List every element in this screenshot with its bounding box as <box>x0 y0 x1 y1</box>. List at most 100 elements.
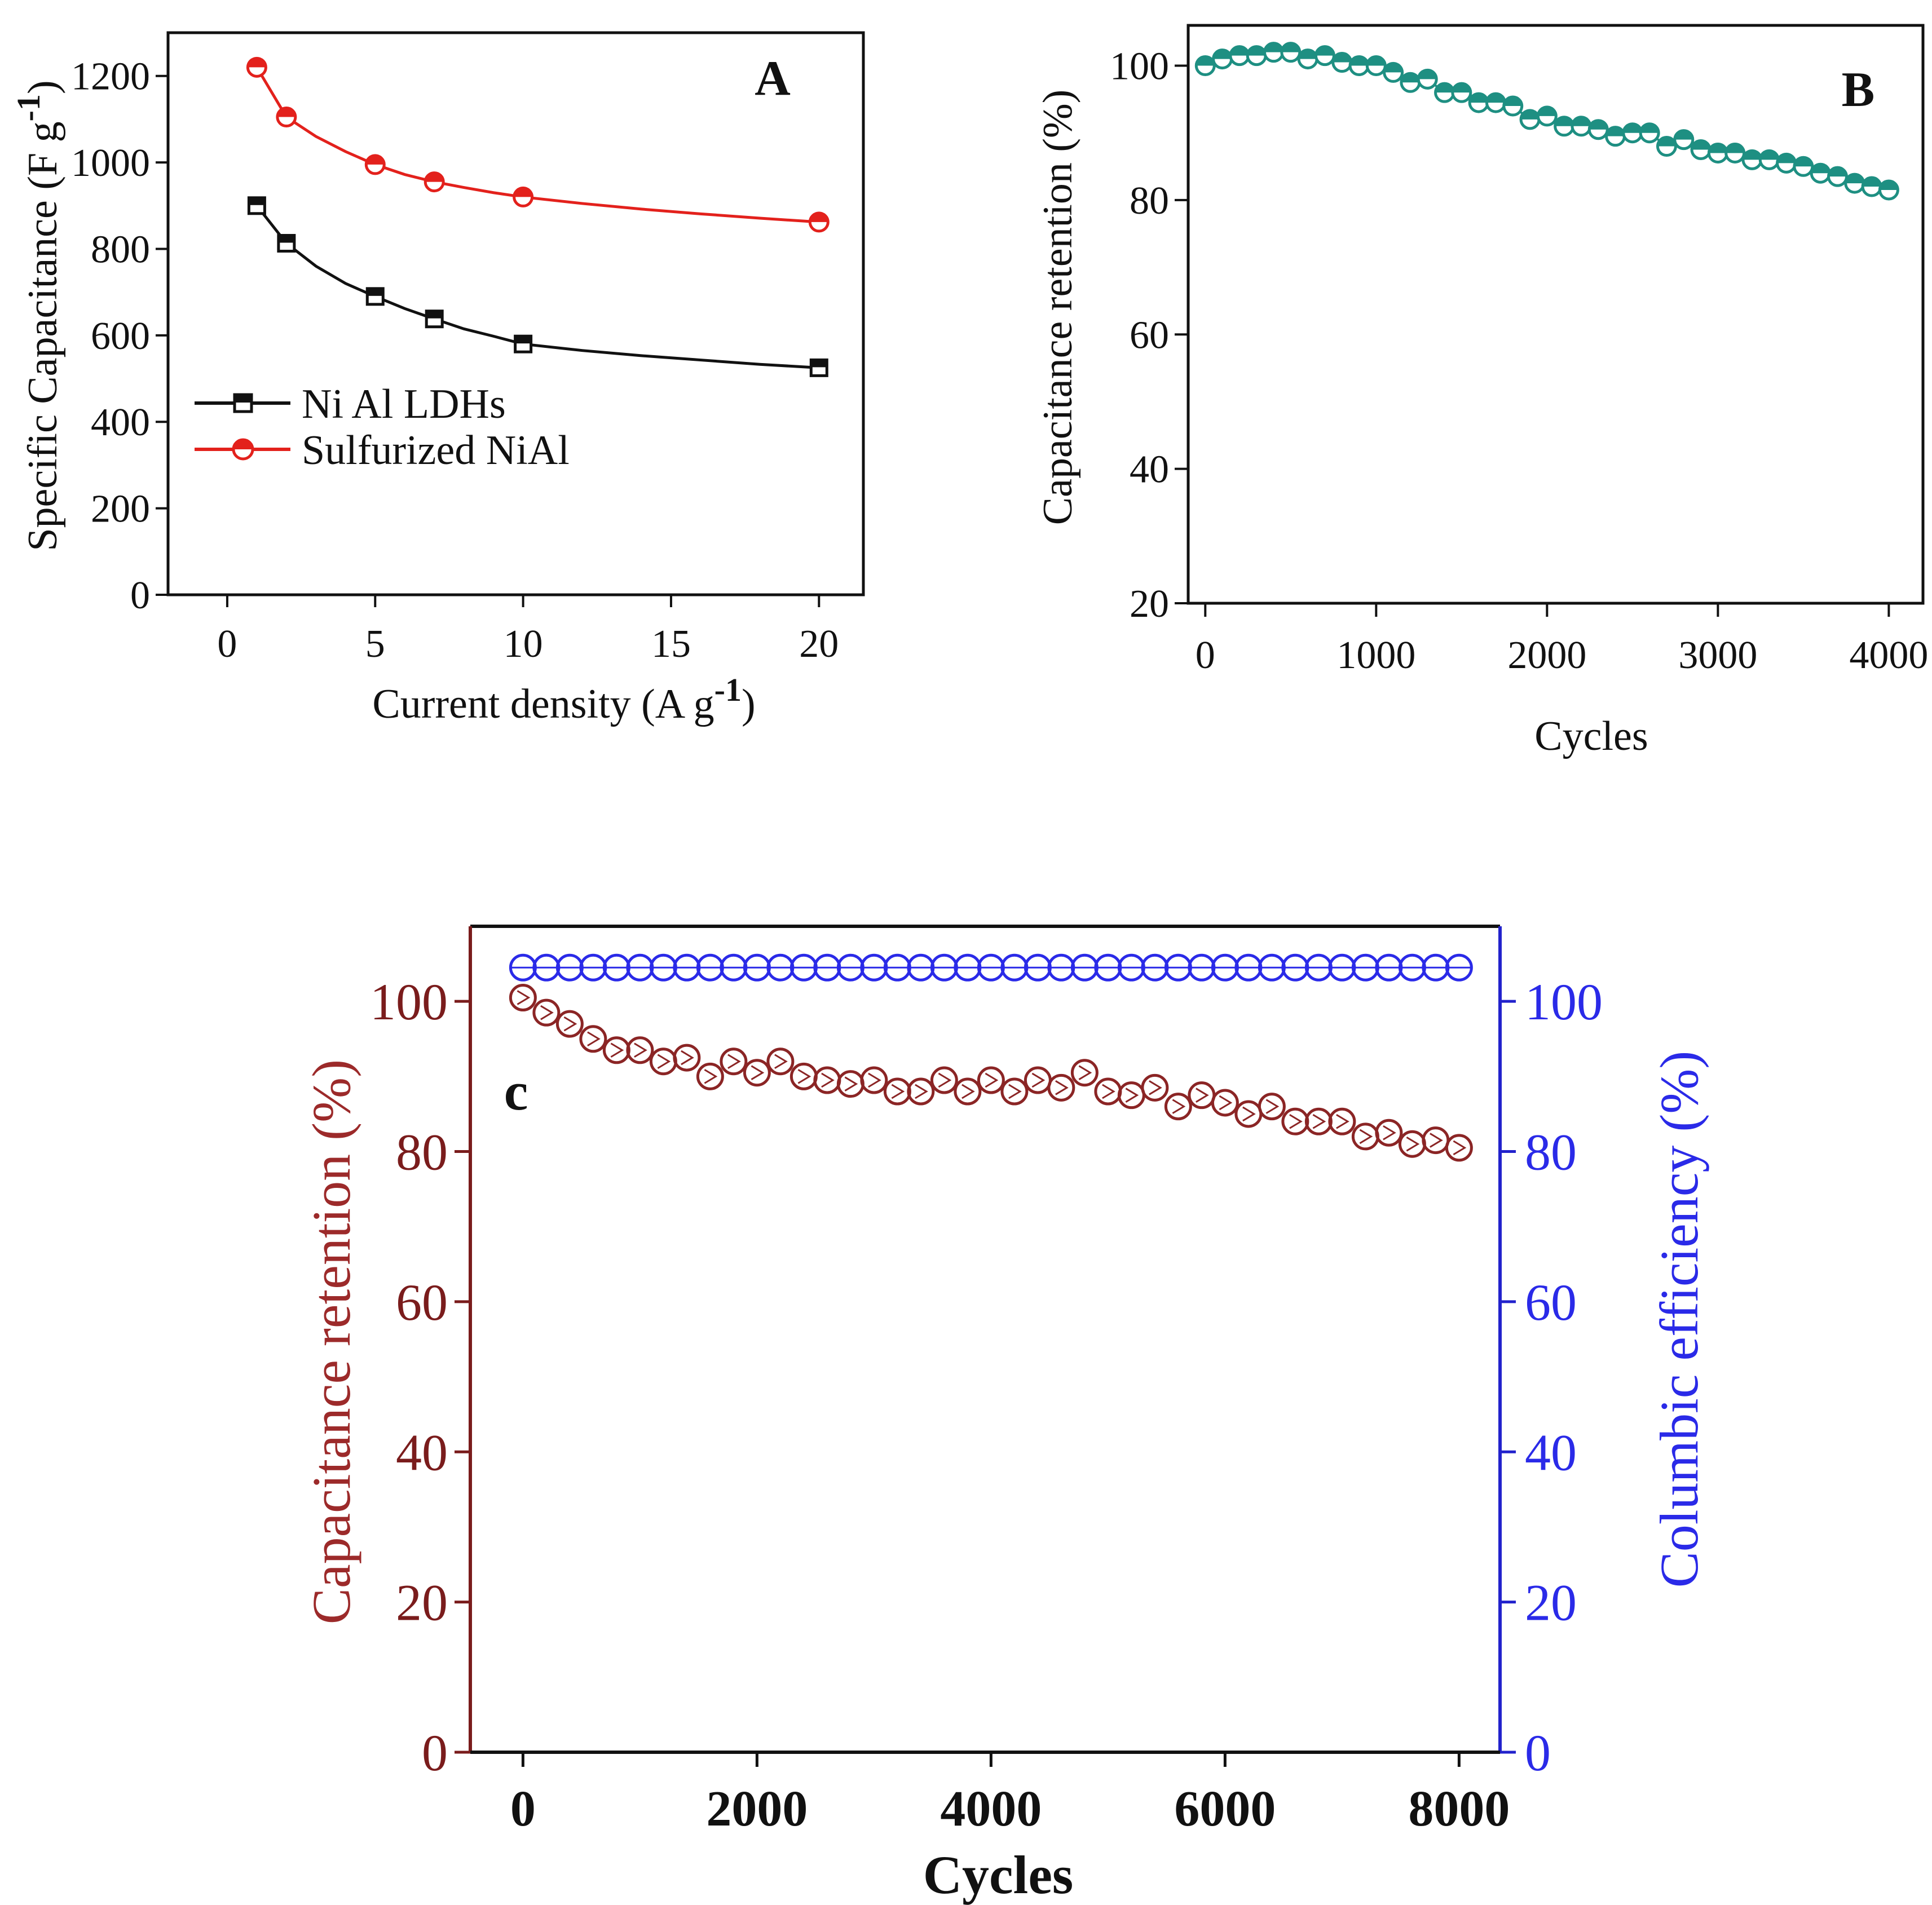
panel-c-retention-point <box>789 1062 818 1090</box>
panel-c-retention-point-glyph <box>1149 1080 1162 1095</box>
panel-c-retention-point <box>649 1047 677 1076</box>
panel-a-point-fill <box>514 188 532 197</box>
panel-c-retention-point <box>1117 1081 1145 1110</box>
panel-a-y-tick-label: 1200 <box>71 55 150 99</box>
panel-c-retention-point-glyph <box>634 1042 647 1058</box>
panel-a-x-tick-label: 20 <box>799 622 839 666</box>
panel-c-retention-point <box>1422 1126 1450 1155</box>
panel-c-left-y-tick-label: 40 <box>396 1424 448 1481</box>
panel-b-point-fill <box>1743 151 1761 160</box>
panel-c-retention-point <box>1164 1093 1192 1121</box>
panel-b-point-fill <box>1316 46 1334 56</box>
panel-b-point-fill <box>1863 178 1881 187</box>
panel-c-x-axis-title: Cycles <box>923 1845 1074 1905</box>
panel-b-point-fill <box>1794 157 1812 167</box>
panel-c-retention-point-glyph <box>915 1084 928 1099</box>
panel-c-retention-point <box>883 1077 911 1106</box>
panel-b-point-fill <box>1418 70 1437 79</box>
legend-label: Sulfurized NiAl <box>302 427 570 474</box>
panel-c-retention-point <box>1047 1073 1075 1102</box>
panel-c-retention-point-glyph <box>1102 1084 1115 1099</box>
legend-marker-fill <box>233 440 253 449</box>
panel-b-point-fill <box>1828 167 1847 177</box>
panel-a-x-tick-label: 5 <box>365 622 385 666</box>
panel-c-retention-point <box>1141 1073 1169 1102</box>
panel-c-retention-point-glyph <box>563 1016 577 1032</box>
panel-c-retention-point <box>743 1059 771 1087</box>
panel-c-retention-point <box>766 1047 795 1076</box>
panel-b-point-fill <box>1435 83 1454 93</box>
panel-c-retention-point <box>1000 1077 1029 1106</box>
panel-b-point-fill <box>1470 94 1488 103</box>
panel-c-x-tick-label: 0 <box>510 1781 536 1837</box>
panel-b-point-fill <box>1367 56 1386 66</box>
panel-b-point-fill <box>1692 140 1710 150</box>
panel-b-point-fill <box>1657 137 1676 147</box>
panel-c-x-tick-label: 2000 <box>706 1781 808 1837</box>
panel-c-right-y-tick-label: 80 <box>1525 1124 1577 1181</box>
legend-marker-fill <box>235 395 252 403</box>
panel-c-left-y-tick-label: 80 <box>396 1124 448 1181</box>
panel-c-retention-point <box>1188 1081 1216 1110</box>
legend-label: Ni Al LDHs <box>302 381 506 427</box>
panel-c-retention-point-glyph <box>774 1054 788 1069</box>
panel-b-point-fill <box>1555 117 1573 126</box>
panel-c-retention-point <box>602 1036 630 1064</box>
panel-a-point-fill <box>425 173 444 182</box>
panel-b-y-tick-label: 40 <box>1130 448 1169 492</box>
panel-c-retention-point <box>673 1044 701 1072</box>
panel-b-point-fill <box>1674 130 1693 140</box>
panel-a-x-axis-title-main: Current density (A g <box>372 681 714 727</box>
panel-b-point-fill <box>1247 46 1266 56</box>
panel-b-point-fill <box>1230 46 1249 56</box>
panel-b-point-fill <box>1880 181 1898 191</box>
panel-b-point-fill <box>1777 154 1796 163</box>
panel-c-retention-point <box>579 1025 607 1053</box>
panel-a-x-tick-label: 15 <box>651 622 691 666</box>
panel-c-left-y-tick-label: 20 <box>396 1574 448 1632</box>
panel-b-y-axis-title: Capacitance retention (%) <box>1035 90 1081 525</box>
panel-c-retention-point <box>1304 1107 1333 1135</box>
panel-c-retention-point-glyph <box>587 1031 601 1047</box>
panel-b-y-tick-label: 80 <box>1130 179 1169 223</box>
panel-c-x-tick-label: 6000 <box>1174 1781 1276 1837</box>
panel-b-point-fill <box>1196 56 1215 66</box>
panel-b-x-tick-label: 0 <box>1196 634 1215 677</box>
panel-c-retention-point <box>720 1047 748 1076</box>
panel-c-retention-point <box>1024 1066 1052 1094</box>
panel-c-retention-point-glyph <box>704 1069 718 1084</box>
panel-c-retention-point <box>860 1066 888 1094</box>
panel-b-plot-frame <box>1186 24 1925 605</box>
panel-c-right-y-tick-label: 0 <box>1525 1724 1551 1782</box>
panel-a-point-fill <box>515 336 531 344</box>
panel-b-label: B <box>1842 63 1875 117</box>
panel-b-point-fill <box>1606 127 1625 136</box>
panel-c-retention-point <box>930 1066 958 1094</box>
panel-c-retention-point-glyph <box>938 1072 952 1088</box>
panel-a-plot-frame <box>166 31 865 596</box>
panel-b-point-fill <box>1760 151 1779 160</box>
panel-b-point-fill <box>1452 83 1471 93</box>
panel-a-series-line-2 <box>255 67 819 224</box>
panel-b-point-fill <box>1299 50 1317 59</box>
panel-c-efficiency-point <box>1445 953 1473 982</box>
panel-c-x-tick-label: 8000 <box>1408 1781 1510 1837</box>
panel-c-retention-point-glyph <box>797 1069 811 1084</box>
panel-b-point-fill <box>1538 107 1556 116</box>
panel-c-retention-point-glyph <box>517 990 531 1005</box>
panel-c-retention-point-glyph <box>1453 1140 1467 1156</box>
panel-c-retention-point-glyph <box>1055 1080 1069 1095</box>
panel-c-right-y-tick-label: 20 <box>1525 1574 1577 1632</box>
panel-c-retention-point <box>1445 1134 1473 1162</box>
panel-b-y-tick-label: 100 <box>1110 45 1169 89</box>
panel-c-label: c <box>504 1061 528 1121</box>
panel-b-point-fill <box>1811 164 1830 174</box>
panel-c-right-y-tick-label: 100 <box>1525 973 1603 1031</box>
panel-a-y-tick-label: 200 <box>91 488 150 531</box>
panel-c-retention-point-glyph <box>610 1042 624 1058</box>
panel-b-point-fill <box>1487 94 1505 103</box>
panel-a-point-fill <box>426 311 443 319</box>
panel-c-right-y-axis-title: Columbic efficiency (%) <box>1649 1051 1709 1588</box>
panel-c-retention-point-glyph <box>1125 1088 1139 1103</box>
panel-c-retention-point <box>954 1077 982 1106</box>
